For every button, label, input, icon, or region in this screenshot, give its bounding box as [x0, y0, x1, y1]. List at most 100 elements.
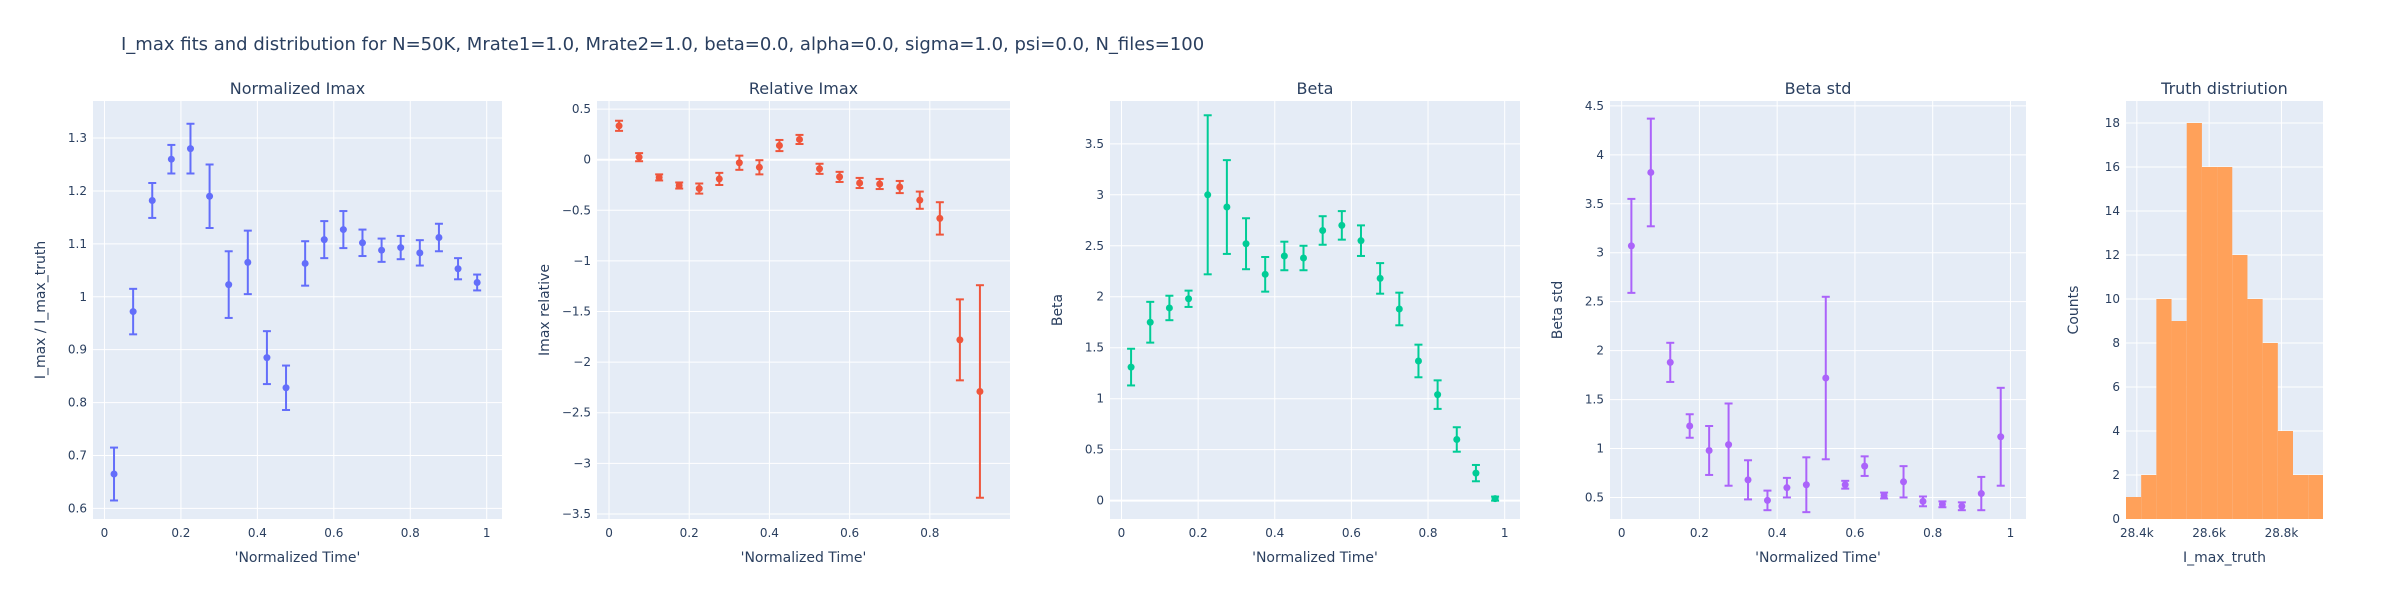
data-point	[1958, 502, 1966, 510]
data-point	[836, 173, 844, 181]
y-tick-label: −2.5	[562, 406, 591, 420]
data-point	[1319, 226, 1327, 234]
data-point	[110, 470, 118, 478]
data-point	[435, 234, 443, 242]
data-point	[1744, 476, 1752, 484]
histogram-bar	[2217, 167, 2233, 519]
data-point	[167, 155, 175, 163]
data-point	[1472, 469, 1480, 477]
data-point	[320, 236, 328, 244]
data-point	[1627, 242, 1635, 250]
x-tick-label: 28.6k	[2192, 526, 2226, 540]
data-point	[186, 145, 194, 153]
histogram-bar	[2262, 343, 2278, 519]
x-axis-title: 'Normalized Time'	[741, 550, 867, 566]
y-axis-title: Counts	[2066, 286, 2082, 335]
subplot-5: 28.4k 28.6k 28.8k 0 2 4 6 8 10 12 14 16 18 Truth dist…	[2066, 79, 2323, 566]
data-point	[129, 308, 137, 316]
data-point	[148, 196, 156, 204]
data-point	[1357, 237, 1365, 245]
data-point	[1705, 446, 1713, 454]
y-tick-label: −1.5	[562, 305, 591, 319]
data-point	[1491, 495, 1499, 503]
y-tick-label: 0	[583, 153, 591, 167]
x-tick-label: 0	[1618, 526, 1626, 540]
figure-title: I_max fits and distribution for N=50K, M…	[121, 34, 1204, 55]
histogram-bar	[2292, 475, 2309, 519]
x-tick-label: 0.8	[920, 526, 939, 540]
plot-area	[93, 101, 502, 519]
x-tick-label: 0.4	[760, 526, 779, 540]
data-point	[856, 179, 864, 187]
histogram-bar	[2186, 123, 2202, 519]
histogram-bar	[2156, 299, 2172, 519]
y-tick-label: 0	[2112, 512, 2120, 526]
y-axis-title: Imax relative	[537, 264, 553, 356]
x-tick-label: 0.6	[1845, 526, 1864, 540]
data-point	[635, 153, 643, 161]
y-tick-label: 2.5	[1585, 295, 1604, 309]
x-tick-label: 0.4	[1265, 526, 1284, 540]
y-tick-label: 0.8	[68, 396, 87, 410]
subplot-title: Beta std	[1785, 79, 1852, 98]
y-tick-label: 4.5	[1585, 99, 1604, 113]
data-point	[206, 192, 214, 200]
y-axis-title: Beta std	[1550, 281, 1566, 339]
x-tick-label: 0.6	[324, 526, 343, 540]
y-tick-label: 2	[1596, 344, 1604, 358]
y-tick-label: 3	[1096, 188, 1104, 202]
data-point	[1997, 433, 2005, 441]
data-point	[755, 163, 763, 171]
y-tick-label: −1	[573, 254, 591, 268]
data-point	[1725, 441, 1733, 449]
y-tick-label: 1.5	[1585, 393, 1604, 407]
data-point	[1223, 203, 1231, 211]
x-tick-label: 0.4	[248, 526, 267, 540]
subplot-4: 0 0.2 0.4 0.6 0.8 1 0.5 1 1.5 2 2.5 3 3.5 4 4.5 Beta st…	[1550, 79, 2026, 566]
x-axis-title: 'Normalized Time'	[1252, 550, 1378, 566]
x-tick-label: 28.8k	[2265, 526, 2299, 540]
x-tick-label: 0.2	[1189, 526, 1208, 540]
x-tick-label: 0.4	[1768, 526, 1787, 540]
plot-area	[1610, 101, 2026, 519]
y-tick-label: 3	[1596, 246, 1604, 260]
data-point	[1204, 191, 1212, 199]
data-point	[263, 354, 271, 362]
data-point	[1395, 305, 1403, 313]
data-point	[1127, 363, 1135, 371]
subplot-3: 0 0.2 0.4 0.6 0.8 1 0 0.5 1 1.5 2 2.5 3 3.5 Beta 'Norma…	[1050, 79, 1520, 566]
y-tick-label: 0.5	[1085, 443, 1104, 457]
data-point	[795, 135, 803, 143]
data-point	[1414, 357, 1422, 365]
y-tick-label: 8	[2112, 336, 2120, 350]
data-point	[397, 244, 405, 252]
x-tick-label: 0	[101, 526, 109, 540]
y-tick-label: 18	[2105, 116, 2120, 130]
y-tick-label: 1.1	[68, 237, 87, 251]
histogram-bar	[2126, 497, 2142, 519]
data-point	[775, 142, 783, 150]
data-point	[896, 183, 904, 191]
data-point	[1666, 358, 1674, 366]
x-axis-title: 'Normalized Time'	[1755, 550, 1881, 566]
data-point	[1242, 240, 1250, 248]
x-tick-label: 0.6	[840, 526, 859, 540]
histogram-bar	[2247, 299, 2263, 519]
data-point	[1763, 496, 1771, 504]
data-point	[1261, 270, 1269, 278]
subplot-title: Truth distriution	[2160, 79, 2288, 98]
subplot-title: Normalized Imax	[230, 79, 365, 98]
data-point	[1919, 497, 1927, 505]
data-point	[1453, 435, 1461, 443]
data-point	[1977, 490, 1985, 498]
histogram-bar	[2308, 475, 2323, 519]
data-point	[1822, 374, 1830, 382]
y-tick-label: 0	[1096, 494, 1104, 508]
data-point	[936, 214, 944, 222]
data-point	[1783, 484, 1791, 492]
y-tick-label: 16	[2105, 160, 2120, 174]
data-point	[416, 249, 424, 257]
data-point	[715, 175, 723, 183]
data-point	[282, 384, 290, 392]
y-tick-label: 1	[79, 290, 87, 304]
